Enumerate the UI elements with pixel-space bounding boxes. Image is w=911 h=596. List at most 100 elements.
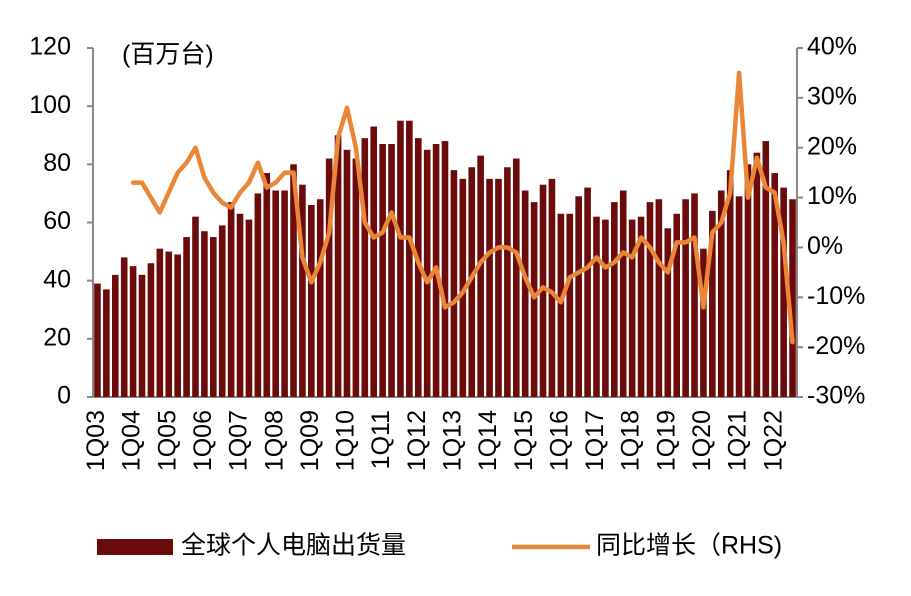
y-tick-label: 120: [29, 33, 71, 61]
y-tick-label: 100: [29, 91, 71, 119]
bar: [120, 257, 128, 397]
bar: [664, 228, 672, 397]
x-tick-label: 1Q12: [403, 410, 431, 471]
bar: [94, 283, 101, 397]
bar: [611, 202, 618, 397]
bar: [566, 213, 574, 397]
x-tick-label: 1Q16: [545, 410, 573, 471]
bar: [218, 225, 226, 397]
bar: [744, 164, 752, 397]
bar: [593, 216, 600, 397]
bar: [334, 135, 342, 397]
x-tick-label: 1Q07: [225, 410, 253, 471]
bar: [299, 184, 306, 397]
x-tick-label: 1Q20: [688, 410, 716, 471]
y2-tick-label: 0%: [807, 232, 843, 260]
bar: [495, 178, 502, 397]
bar: [129, 266, 137, 397]
bar: [423, 149, 431, 397]
x-tick-label: 1Q06: [189, 410, 217, 471]
bar: [700, 248, 707, 397]
bar: [361, 138, 369, 398]
bar: [726, 170, 734, 397]
bar: [619, 190, 627, 397]
y-tick-label: 80: [43, 149, 71, 177]
x-tick-label: 1Q09: [296, 410, 324, 471]
bar: [263, 173, 271, 397]
unit-annotation: (百万台): [122, 41, 214, 69]
legend-label: 全球个人电脑出货量: [181, 532, 406, 560]
bar: [174, 254, 181, 397]
x-tick-label: 1Q10: [332, 410, 360, 471]
bar: [468, 167, 476, 397]
x-tick-label: 1Q19: [652, 410, 680, 471]
bar: [236, 213, 244, 397]
y-tick-label: 60: [43, 207, 71, 235]
bar: [646, 202, 654, 397]
y2-tick-label: 30%: [807, 82, 857, 110]
x-tick-label: 1Q05: [153, 410, 181, 471]
y-tick-label: 0: [57, 382, 71, 410]
bar: [575, 196, 582, 397]
bar: [486, 178, 493, 397]
bar: [138, 274, 146, 397]
bar: [477, 155, 484, 397]
bar: [406, 120, 413, 397]
x-tick-label: 1Q22: [759, 410, 787, 471]
bar: [691, 193, 698, 397]
bar: [673, 213, 680, 397]
bar: [717, 190, 725, 397]
bar: [735, 196, 743, 397]
legend-label: 同比增长（RHS): [596, 532, 782, 560]
bar: [548, 178, 556, 397]
x-tick-label: 1Q18: [617, 410, 645, 471]
y2-tick-label: -20%: [807, 332, 865, 360]
bar: [316, 199, 324, 397]
bar: [753, 152, 761, 397]
bar: [227, 202, 235, 397]
bar: [308, 205, 315, 397]
line: [130, 70, 795, 345]
bar: [709, 210, 716, 397]
bar: [450, 170, 458, 397]
bar: [504, 167, 511, 397]
bar: [441, 141, 449, 397]
x-tick-label: 1Q04: [118, 410, 146, 471]
bar: [370, 126, 378, 398]
bar: [397, 120, 404, 397]
bar: [762, 141, 770, 397]
x-tick-label: 1Q11: [367, 410, 395, 469]
bar: [388, 143, 395, 397]
bar: [789, 199, 796, 397]
x-tick-label: 1Q21: [724, 410, 752, 471]
x-tick-label: 1Q14: [474, 410, 502, 471]
bar: [272, 190, 279, 397]
bar: [201, 231, 208, 397]
bar: [103, 289, 110, 397]
bar: [521, 190, 529, 397]
bar: [682, 199, 689, 397]
bar: [602, 219, 609, 397]
y2-tick-label: 20%: [807, 132, 857, 160]
bar: [290, 164, 297, 397]
bar: [165, 251, 173, 397]
bar: [183, 237, 190, 397]
bar: [539, 184, 547, 397]
bar: [111, 274, 119, 397]
bar: [557, 213, 565, 397]
bar: [530, 202, 538, 397]
bar: [584, 187, 591, 397]
bar: [281, 190, 288, 397]
bar: [147, 263, 155, 397]
bar: [343, 149, 351, 397]
bar: [352, 158, 360, 397]
y2-tick-label: -10%: [807, 282, 865, 310]
bar: [655, 199, 663, 397]
x-tick-label: 1Q15: [510, 410, 538, 471]
x-tick-label: 1Q13: [439, 410, 467, 471]
bar: [512, 158, 520, 397]
bar: [771, 173, 779, 397]
bar: [379, 143, 386, 397]
y2-tick-label: -30%: [807, 382, 865, 410]
